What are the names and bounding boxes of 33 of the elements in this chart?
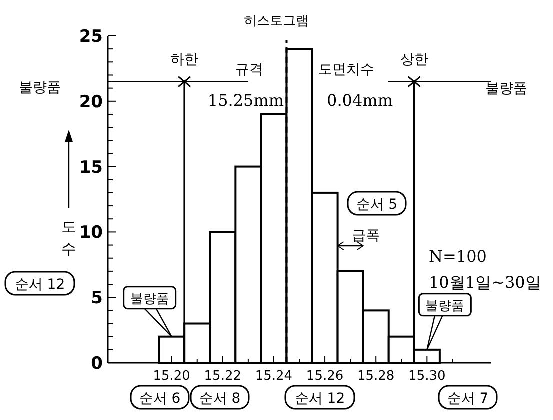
annotation: 규격 xyxy=(236,62,264,78)
annotation: 순서 5 xyxy=(356,197,398,213)
text: 순서 8 xyxy=(199,391,241,407)
annotation: 불량품 xyxy=(485,80,528,97)
ref-line-label: 상한 xyxy=(400,52,428,68)
text: 불량품 xyxy=(19,80,61,96)
x-tick-label: 15.20 xyxy=(153,369,190,384)
annotation: 불량품 xyxy=(426,298,465,314)
y-tick-label: 20 xyxy=(79,92,104,112)
annotation: 15.25mm xyxy=(208,91,284,110)
x-tick-label: 15.22 xyxy=(204,369,242,384)
ref-line-label: 하한 xyxy=(170,52,199,68)
text: 순서 6 xyxy=(139,391,181,407)
chart-title: 히스토그램 xyxy=(244,14,309,29)
y-tick-label: 15 xyxy=(79,158,103,178)
text: 순서 12 xyxy=(294,391,346,407)
annotation: 10월1일~30일 xyxy=(429,273,542,292)
annotation: 0.04mm xyxy=(327,91,393,110)
y-tick-label: 5 xyxy=(91,288,103,309)
x-tick-label: 15.28 xyxy=(357,369,395,384)
y-tick-label: 0 xyxy=(91,354,104,374)
x-tick-label: 15.24 xyxy=(255,369,293,384)
text: 순서 12 xyxy=(14,277,66,293)
ref-line-label: 도면치수 xyxy=(318,62,375,78)
y-axis-title: 도수 xyxy=(62,218,76,258)
x-tick-label: 15.26 xyxy=(306,369,344,384)
y-tick-label: 10 xyxy=(79,223,104,244)
y-tick-label: 25 xyxy=(79,27,103,47)
x-tick-label: 15.30 xyxy=(408,369,446,384)
annotation: 급폭 xyxy=(352,228,380,244)
annotation: 불량품 xyxy=(130,292,170,307)
text: 순서 7 xyxy=(447,391,489,407)
annotation: N=100 xyxy=(429,247,487,266)
